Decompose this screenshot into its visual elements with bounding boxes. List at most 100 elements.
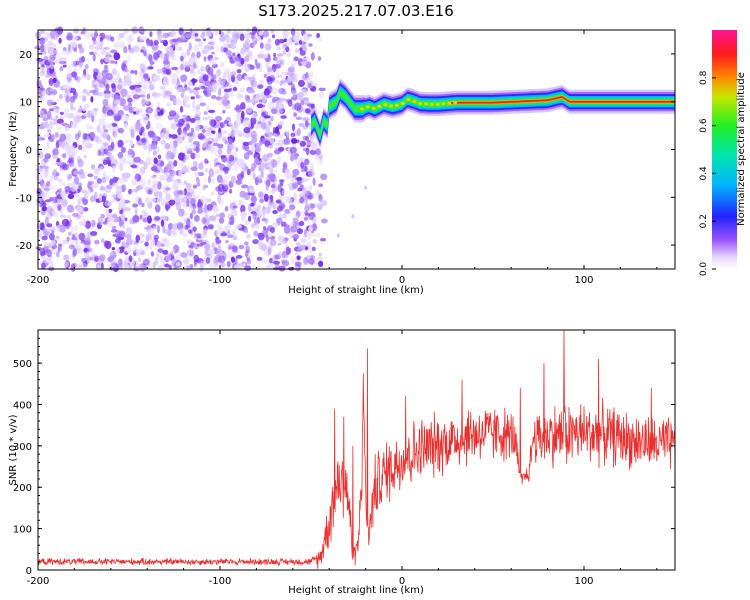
noise-blob [228, 154, 235, 162]
noise-blob [110, 229, 118, 233]
noise-blob [144, 98, 150, 104]
noise-blob [190, 96, 195, 100]
noise-blob [149, 31, 153, 38]
noise-blob [283, 38, 288, 42]
noise-blob [39, 222, 45, 231]
noise-blob [173, 196, 180, 205]
noise-blob [226, 261, 231, 268]
noise-blob [281, 71, 286, 76]
x-tick-label: 100 [574, 576, 593, 587]
noise-blob [117, 139, 124, 148]
noise-blob [127, 55, 131, 62]
noise-blob [180, 63, 184, 71]
noise-blob [186, 150, 193, 155]
noise-blob [274, 169, 278, 174]
noise-blob [49, 61, 54, 70]
noise-blob [46, 223, 53, 228]
noise-blob [258, 191, 264, 198]
noise-blob [265, 249, 269, 256]
noise-blob [55, 140, 60, 149]
noise-blob [305, 119, 309, 128]
noise-blob [183, 180, 188, 185]
noise-blob [183, 87, 191, 91]
noise-blob [284, 195, 291, 204]
noise-blob [121, 224, 126, 229]
noise-blob [64, 143, 71, 152]
noise-blob [197, 207, 203, 211]
noise-blob [240, 47, 246, 55]
noise-blob [305, 141, 312, 146]
noise-blob [138, 94, 146, 98]
noise-blob [207, 132, 213, 136]
noise-blob [67, 150, 74, 156]
noise-blob [270, 30, 275, 34]
noise-blob [278, 108, 285, 113]
noise-blob [192, 100, 196, 109]
noise-blob [289, 146, 297, 154]
noise-blob [72, 212, 79, 217]
noise-blob [202, 74, 209, 82]
noise-blob [298, 122, 305, 127]
noise-blob [313, 216, 317, 221]
noise-blob [152, 162, 159, 167]
noise-blob [90, 249, 95, 256]
noise-blob [118, 230, 126, 236]
noise-blob [304, 177, 310, 182]
noise-blob [119, 163, 124, 172]
noise-blob [230, 256, 235, 263]
noise-blob [120, 146, 126, 153]
noise-blob [154, 204, 161, 213]
noise-blob [138, 35, 142, 44]
noise-blob [293, 233, 299, 240]
noise-blob [306, 194, 313, 200]
spectrogram-ridge [311, 78, 675, 149]
noise-blob [269, 173, 276, 183]
ridge-spot [371, 106, 376, 110]
noise-blob [253, 230, 259, 237]
noise-blob [81, 74, 87, 78]
noise-blob [222, 166, 230, 172]
noise-blob [172, 244, 180, 254]
noise-blob [39, 247, 46, 257]
noise-blob [265, 126, 270, 135]
noise-blob [117, 127, 125, 134]
ridge-spot [359, 107, 364, 111]
noise-blob [42, 201, 47, 208]
noise-blob [141, 138, 147, 143]
noise-blob [119, 41, 125, 49]
noise-blob [271, 87, 279, 95]
noise-blob [223, 130, 227, 134]
noise-blob [316, 257, 323, 260]
noise-blob [113, 44, 121, 49]
noise-blob [206, 204, 213, 211]
noise-blob [244, 265, 252, 272]
noise-blob [218, 255, 226, 264]
noise-blob [38, 71, 43, 77]
noise-blob [42, 122, 50, 129]
noise-blob [219, 80, 225, 86]
noise-blob [142, 217, 148, 223]
noise-blob [311, 246, 316, 252]
noise-blob [150, 142, 158, 150]
noise-blob [215, 239, 222, 244]
noise-blob [200, 85, 205, 90]
noise-blob [236, 73, 243, 82]
noise-blob [268, 232, 273, 238]
noise-blob [209, 125, 214, 131]
noise-blob [256, 256, 263, 261]
noise-blob [57, 27, 63, 36]
noise-blob [41, 206, 48, 212]
noise-blob [235, 104, 241, 111]
noise-blob [160, 109, 164, 116]
noise-blob [283, 225, 291, 234]
noise-blob [293, 112, 298, 117]
noise-blob [104, 240, 112, 250]
noise-blob [253, 40, 258, 46]
noise-blob [302, 125, 308, 130]
noise-blob [39, 91, 43, 99]
noise-blob [295, 116, 303, 121]
noise-blob [157, 154, 162, 160]
noise-blob [73, 176, 80, 185]
y-tick-label: 0 [26, 566, 32, 577]
noise-blob [212, 82, 220, 87]
